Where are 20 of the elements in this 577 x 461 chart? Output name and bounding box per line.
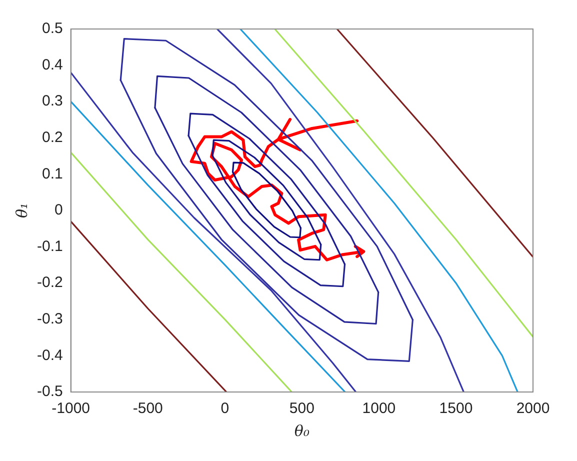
y-tick-label: 0.4: [42, 56, 63, 74]
y-tick-label: -0.2: [36, 274, 63, 292]
y-tick-label: -0.4: [36, 346, 63, 364]
y-tick-label: -0.5: [36, 383, 63, 400]
x-tick-label: -500: [132, 400, 163, 418]
x-axis-title: θ₀: [294, 422, 310, 440]
y-tick-label: 0.2: [42, 129, 63, 146]
y-tick-label: 0: [54, 202, 63, 219]
y-tick-label: -0.1: [36, 238, 63, 255]
y-tick-label: -0.3: [36, 310, 63, 328]
x-tick-label: 1500: [439, 400, 473, 418]
y-tick-label: 0.3: [42, 92, 63, 110]
x-tick-label: -1000: [52, 400, 90, 418]
x-tick-label: 2000: [516, 400, 550, 418]
x-tick-label: 0: [220, 400, 230, 418]
y-axis-title: θ₁: [12, 202, 31, 218]
y-tick-label: 0.1: [42, 165, 63, 182]
y-tick-label: 0.5: [42, 20, 63, 38]
x-tick-label: 1000: [362, 400, 396, 418]
x-tick-label: 500: [289, 400, 314, 418]
